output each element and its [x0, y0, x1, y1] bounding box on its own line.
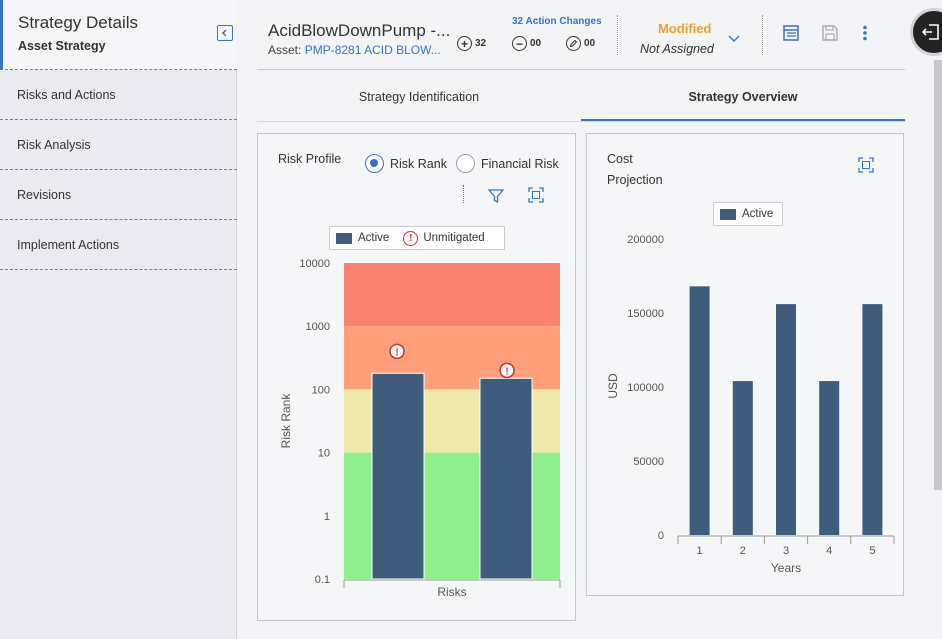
radio-unselected-icon — [456, 154, 475, 173]
bar-active — [776, 304, 796, 535]
tab-divider — [257, 121, 905, 122]
legend-swatch-active — [336, 232, 352, 244]
unmitigated-marker-glyph: ! — [395, 347, 398, 358]
pencil-circle-icon — [566, 36, 581, 51]
cost-projection-chart: 0 50000 100000 150000 200000 1 2 3 4 5 Years USD — [606, 234, 895, 575]
x-tick-label: 3 — [783, 545, 789, 557]
cost-chart-legend: Active — [713, 202, 783, 226]
strategy-title: AcidBlowDownPump -... — [268, 21, 451, 40]
list-view-icon[interactable] — [783, 25, 799, 46]
risk-band-red — [344, 263, 560, 327]
tab-strategy-identification[interactable]: Strategy Identification — [358, 90, 480, 104]
toolbar-divider — [463, 185, 464, 203]
cost-projection-title-line2: Projection — [607, 173, 663, 187]
sidebar-item-label: Risk Analysis — [17, 138, 91, 152]
bar-active — [371, 372, 425, 580]
cost-projection-title-line1: Cost — [607, 152, 633, 166]
y-tick-label: 100 — [312, 384, 330, 396]
assignee-label: Not Assigned — [640, 42, 714, 56]
asset-prefix: Asset: — [268, 43, 302, 57]
exit-icon[interactable] — [910, 8, 942, 56]
divider — [762, 15, 763, 55]
expand-icon[interactable] — [528, 187, 544, 208]
risk-profile-title: Risk Profile — [278, 152, 342, 166]
chevron-down-icon[interactable] — [727, 30, 741, 48]
sidebar-title: Strategy Details — [18, 13, 138, 32]
unmitigated-marker — [389, 343, 405, 360]
sidebar-item-label: Risks and Actions — [17, 88, 116, 102]
financial-risk-label: Financial Risk — [481, 156, 559, 171]
filter-icon[interactable] — [487, 188, 505, 209]
tab-strategy-overview[interactable]: Strategy Overview — [581, 76, 905, 122]
y-tick-label: 1000 — [306, 321, 330, 333]
bar-active — [479, 377, 533, 580]
asset-link[interactable]: PMP-8281 ACID BLOW... — [304, 43, 441, 57]
added-count: +32 — [457, 36, 486, 51]
x-axis-label: Risks — [437, 585, 466, 599]
bar-active — [862, 304, 883, 535]
added-count-value: 32 — [475, 38, 487, 49]
removed-count: −00 — [512, 36, 541, 51]
collapse-sidebar-icon[interactable] — [217, 25, 233, 41]
sidebar-item-risks-and-actions[interactable]: Risks and Actions — [0, 70, 237, 120]
x-tick-label: 1 — [697, 545, 703, 557]
removed-count-value: 00 — [530, 38, 542, 49]
y-tick-label: 100000 — [627, 382, 664, 394]
y-axis-label: USD — [606, 373, 620, 399]
sidebar: Strategy Details Asset Strategy Risks an… — [0, 0, 237, 639]
risk-profile-chart: 0.1 1 10 100 1000 10000!! Risks Risk Rank — [279, 258, 561, 599]
x-tick-label: 2 — [740, 545, 746, 557]
legend-label-active: Active — [742, 208, 774, 220]
expand-icon[interactable] — [858, 157, 874, 178]
unmitigated-marker — [499, 362, 515, 379]
bar-active — [819, 381, 840, 535]
y-tick-label: 0.1 — [315, 574, 330, 586]
sidebar-item-revisions[interactable]: Revisions — [0, 170, 237, 220]
plus-circle-icon: + — [457, 36, 472, 51]
y-axis-label: Risk Rank — [279, 393, 293, 449]
modified-count-value: 00 — [584, 38, 596, 49]
sidebar-item-risk-analysis[interactable]: Risk Analysis — [0, 120, 237, 170]
legend-label-active: Active — [358, 232, 390, 244]
y-tick-label: 1 — [324, 511, 330, 523]
modified-count: 00 — [566, 36, 595, 51]
more-options-icon[interactable] — [862, 25, 868, 46]
scrollbar[interactable] — [934, 60, 942, 490]
sidebar-item-label: Implement Actions — [17, 238, 120, 252]
y-tick-label: 50000 — [633, 456, 664, 468]
action-changes-link[interactable]: 32 Action Changes — [512, 16, 602, 27]
risk-rank-label: Risk Rank — [390, 156, 447, 171]
sidebar-subtitle: Asset Strategy — [18, 39, 106, 53]
save-icon[interactable] — [822, 25, 838, 46]
risk-chart-legend: Active ! Unmitigated — [329, 226, 505, 250]
legend-swatch-active — [720, 208, 736, 220]
radio-selected-icon — [365, 154, 384, 173]
financial-risk-radio[interactable]: Financial Risk — [456, 154, 559, 173]
bar-active — [732, 381, 753, 535]
y-tick-label: 200000 — [627, 234, 664, 246]
divider — [617, 15, 618, 55]
legend-label-unmitigated: Unmitigated — [423, 232, 485, 244]
x-tick-label: 4 — [826, 545, 832, 557]
y-tick-label: 10 — [318, 448, 330, 460]
bar-active — [689, 286, 710, 535]
header-divider — [257, 69, 905, 70]
x-tick-label: 5 — [869, 545, 875, 557]
warning-icon: ! — [403, 230, 419, 246]
y-tick-label: 150000 — [627, 308, 664, 320]
y-tick-label: 0 — [658, 530, 664, 542]
sidebar-item-implement-actions[interactable]: Implement Actions — [0, 220, 237, 270]
x-axis-label: Years — [771, 561, 801, 575]
sidebar-item-label: Revisions — [17, 188, 72, 202]
risk-rank-radio[interactable]: Risk Rank — [365, 154, 447, 173]
unmitigated-marker-glyph: ! — [505, 366, 508, 377]
minus-circle-icon: − — [512, 36, 527, 51]
status-badge: Modified — [658, 21, 712, 36]
y-tick-label: 10000 — [299, 258, 330, 270]
asset-line: Asset: PMP-8281 ACID BLOW... — [268, 43, 441, 57]
sidebar-header: Strategy Details Asset Strategy — [0, 0, 237, 70]
